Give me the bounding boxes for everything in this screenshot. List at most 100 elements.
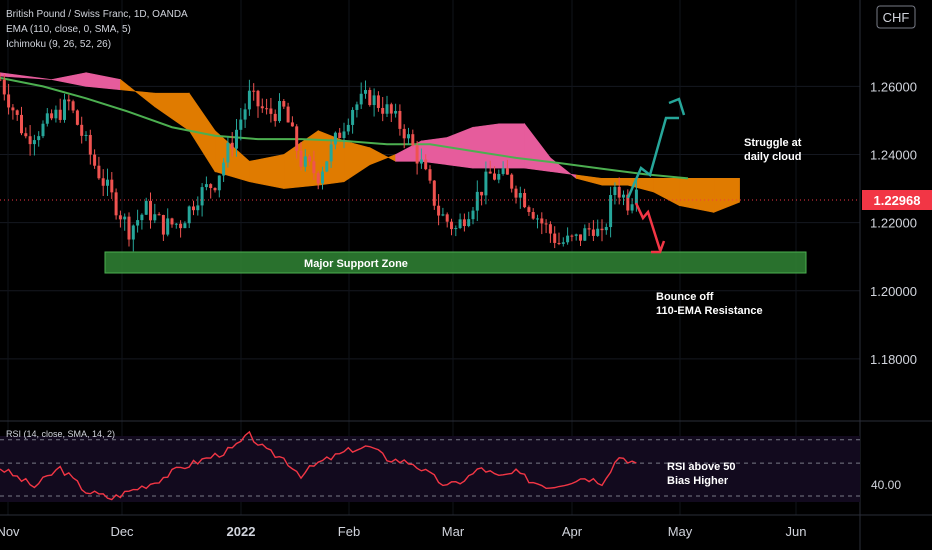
rsi-note-line1: RSI above 50 [667, 461, 735, 473]
candle-bullish [454, 228, 458, 230]
candle-bearish [290, 122, 294, 127]
time-tick-label: Mar [442, 524, 465, 539]
candle-bearish [50, 113, 54, 119]
currency-badge-label: CHF [883, 10, 910, 25]
candle-bearish [256, 90, 260, 107]
candle-bearish [192, 206, 195, 211]
candle-bullish [634, 189, 638, 205]
candle-bearish [260, 106, 264, 109]
candle-bearish [67, 99, 71, 102]
candle-bearish [101, 178, 105, 186]
candle-bullish [106, 179, 109, 186]
candle-bearish [527, 207, 531, 213]
currency-badge[interactable] [876, 5, 916, 29]
candle-bearish [7, 94, 11, 108]
candle-bearish [540, 218, 544, 224]
candle-bearish [209, 184, 213, 189]
candle-bearish [411, 134, 415, 146]
bounce-note-line1: Bounce off [656, 291, 714, 303]
candle-bullish [346, 124, 350, 132]
bearish-path-arrow [634, 202, 662, 251]
candle-bullish [123, 216, 127, 220]
candle-bearish [570, 235, 574, 237]
candle-bullish [247, 90, 251, 110]
bullish-path-arrow [626, 116, 679, 199]
candle-bearish [252, 90, 256, 92]
candle-bullish [536, 218, 539, 220]
candle-bearish [510, 174, 514, 189]
candle-bullish [325, 161, 329, 172]
candle-bearish [24, 133, 28, 137]
candle-bearish [15, 110, 19, 115]
candle-bearish [402, 128, 406, 139]
candle-bullish [518, 193, 522, 198]
candle-bearish [118, 215, 122, 220]
time-tick-label: Feb [338, 524, 360, 539]
candle-bearish [265, 108, 269, 110]
candle-bearish [591, 229, 595, 236]
cloud-bearish-segment [343, 140, 371, 183]
candle-bearish [282, 101, 286, 107]
candle-bearish [75, 110, 79, 125]
rsi-band [0, 436, 860, 502]
last-price-value: 1.22968 [874, 193, 921, 208]
candle-bearish [58, 109, 62, 120]
bounce-note-line2: 110-EMA Resistance [656, 305, 763, 317]
candle-bearish [269, 108, 273, 114]
candle-bearish [161, 215, 165, 235]
candle-bearish [88, 134, 92, 155]
candle-bearish [553, 233, 557, 243]
rsi-series-line [0, 430, 637, 501]
candle-bullish [407, 134, 410, 139]
candle-bullish [166, 218, 170, 235]
candle-bullish [278, 101, 281, 122]
candle-bearish [587, 228, 591, 230]
time-tick-label: May [668, 524, 693, 539]
candle-bearish [80, 124, 84, 136]
candle-bearish [381, 107, 385, 114]
candle-bullish [239, 119, 243, 130]
candle-bearish [398, 110, 402, 129]
price-tick-label: 1.20000 [870, 284, 917, 299]
candle-bullish [385, 104, 389, 114]
candle-bullish [475, 191, 479, 211]
cloud-bearish-segment [713, 178, 740, 213]
candle-bullish [243, 109, 247, 120]
candle-bullish [131, 225, 135, 240]
candle-bearish [157, 214, 161, 216]
candle-bullish [226, 142, 230, 163]
candle-bullish [364, 90, 367, 94]
rsi-legend: RSI (14, close, SMA, 14, 2) [6, 429, 115, 439]
time-tick-label: Jun [786, 524, 807, 539]
candle-bullish [583, 228, 587, 241]
support-zone-box [104, 251, 807, 274]
candle-bearish [424, 159, 428, 170]
ichimoku-legend: Ichimoku (9, 26, 52, 26) [6, 39, 111, 50]
candle-bearish [368, 90, 372, 106]
candle-bearish [432, 180, 436, 206]
candle-bearish [93, 154, 97, 166]
candle-bearish [544, 223, 548, 225]
candle-bullish [497, 173, 501, 180]
candle-bearish [480, 191, 484, 196]
candle-bullish [467, 219, 471, 227]
cloud-bearish-segment [369, 147, 396, 166]
candle-bullish [501, 168, 505, 174]
candle-bullish [471, 210, 475, 220]
price-tick-label: 1.26000 [870, 79, 917, 94]
candle-bearish [415, 145, 419, 164]
candles [0, 72, 638, 252]
candle-bearish [97, 165, 101, 179]
candle-bearish [149, 200, 152, 221]
candle-bullish [37, 136, 41, 141]
cloud-bearish-segment [653, 178, 680, 207]
candle-bearish [548, 224, 552, 234]
ichimoku-cloud [0, 72, 740, 213]
candle-bullish [566, 235, 570, 243]
time-tick-label: Apr [562, 524, 583, 539]
candle-bullish [45, 113, 49, 124]
cloud-bearish-segment [120, 78, 156, 108]
candle-bearish [493, 173, 496, 180]
bullish-arrowhead [668, 97, 686, 116]
